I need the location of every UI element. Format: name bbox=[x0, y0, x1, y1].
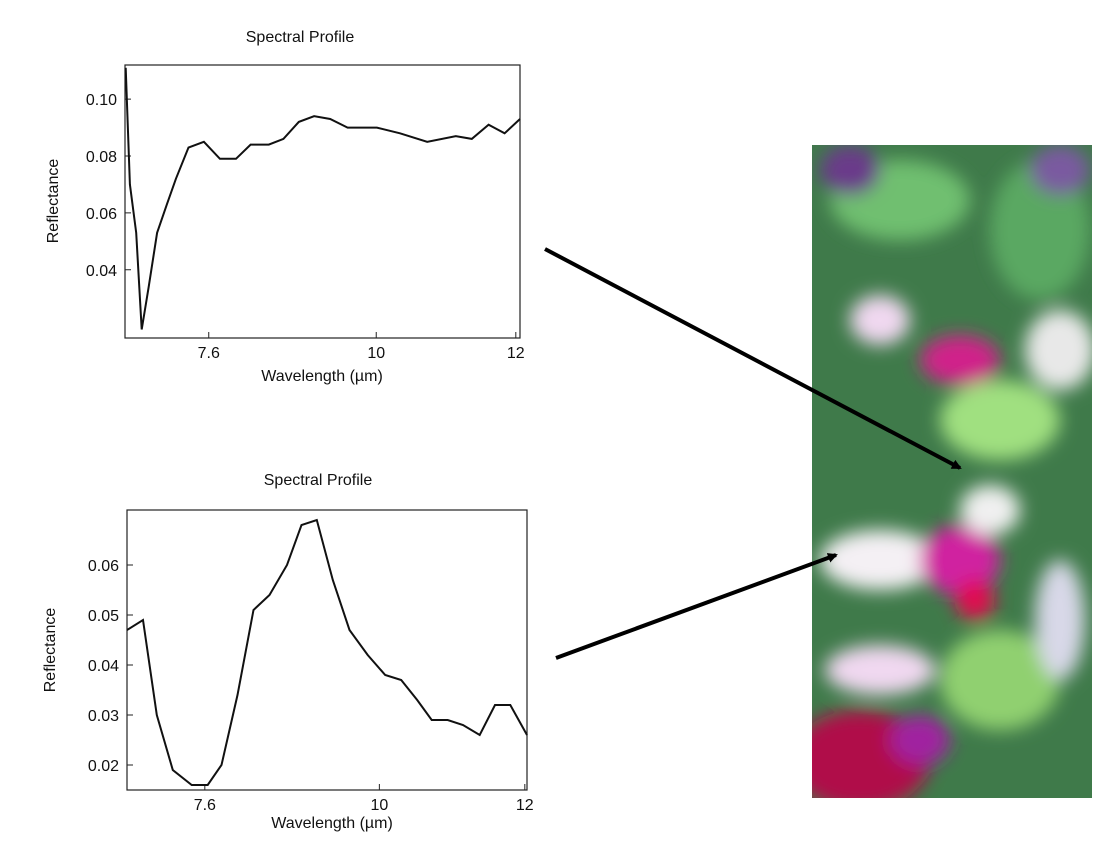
y-tick-label: 0.10 bbox=[86, 92, 117, 109]
chart-title: Spectral Profile bbox=[264, 472, 373, 489]
x-tick-label: 12 bbox=[516, 797, 534, 814]
spectral-line bbox=[124, 67, 521, 330]
plot-frame bbox=[124, 64, 521, 339]
x-tick-label: 7.6 bbox=[198, 345, 220, 362]
chart-title: Spectral Profile bbox=[246, 29, 355, 46]
x-tick-label: 10 bbox=[367, 345, 385, 362]
x-tick-label: 12 bbox=[507, 345, 525, 362]
arrow bbox=[555, 553, 838, 660]
y-tick-label: 0.06 bbox=[88, 558, 119, 575]
x-axis-label: Wavelength (µm) bbox=[271, 815, 393, 832]
arrow bbox=[544, 247, 962, 470]
plot-frame bbox=[126, 509, 528, 791]
x-tick-label: 7.6 bbox=[194, 797, 216, 814]
y-tick-label: 0.03 bbox=[88, 708, 119, 725]
y-axis-label: Reflectance bbox=[42, 608, 59, 693]
y-tick-label: 0.05 bbox=[88, 608, 119, 625]
y-axis-label: Reflectance bbox=[45, 159, 62, 244]
spectral-line bbox=[126, 518, 528, 786]
y-tick-label: 0.04 bbox=[86, 263, 117, 280]
y-tick-label: 0.06 bbox=[86, 206, 117, 223]
y-tick-label: 0.04 bbox=[88, 658, 119, 675]
x-axis-label: Wavelength (µm) bbox=[261, 368, 383, 385]
y-tick-label: 0.08 bbox=[86, 149, 117, 166]
x-tick-label: 10 bbox=[370, 797, 388, 814]
satellite-image bbox=[812, 145, 1092, 798]
y-tick-label: 0.02 bbox=[88, 758, 119, 775]
